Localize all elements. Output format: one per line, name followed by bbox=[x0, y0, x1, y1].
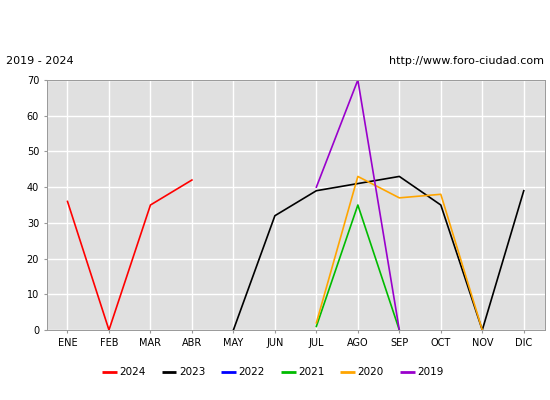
Text: Evolucion Nº Turistas Extranjeros en el municipio de Pancrudo: Evolucion Nº Turistas Extranjeros en el … bbox=[60, 16, 490, 30]
Text: 2020: 2020 bbox=[358, 367, 384, 377]
Text: 2023: 2023 bbox=[179, 367, 205, 377]
Text: 2021: 2021 bbox=[298, 367, 324, 377]
Text: 2019: 2019 bbox=[417, 367, 443, 377]
Text: 2019 - 2024: 2019 - 2024 bbox=[6, 56, 73, 66]
Text: 2022: 2022 bbox=[239, 367, 265, 377]
Text: http://www.foro-ciudad.com: http://www.foro-ciudad.com bbox=[389, 56, 544, 66]
Text: 2024: 2024 bbox=[119, 367, 146, 377]
